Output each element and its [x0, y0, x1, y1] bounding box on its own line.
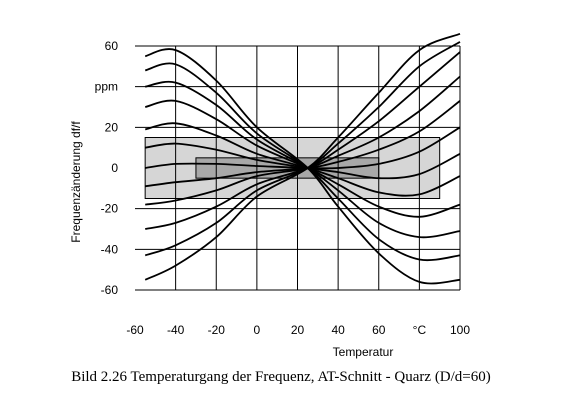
x-tick-label: -60	[126, 323, 144, 337]
x-tick-label: -40	[167, 323, 185, 337]
y-tick-label: 0	[111, 161, 118, 175]
y-tick-label: -40	[101, 242, 119, 256]
x-tick-label: 100	[450, 323, 470, 337]
figure-caption: Bild 2.26 Temperaturgang der Frequenz, A…	[71, 369, 491, 385]
x-tick-label: 60	[372, 323, 386, 337]
y-tick-label: 60	[105, 39, 119, 53]
y-tick-label: -60	[101, 283, 119, 297]
frequency-curves	[144, 32, 461, 285]
y-tick-label: 20	[105, 120, 119, 134]
x-tick-label: -20	[208, 323, 226, 337]
x-axis-label: Temperatur	[333, 345, 394, 359]
x-tick-labels: -60 -40 -20 0 20 40 60 °C 100	[126, 323, 470, 337]
x-tick-label: °C	[413, 323, 427, 337]
y-axis-label: Frequenzänderung df/f	[69, 121, 83, 243]
x-tick-label: 0	[254, 323, 261, 337]
y-tick-label: ppm	[95, 80, 118, 94]
y-tick-label: -20	[101, 202, 119, 216]
y-tick-labels: 60 ppm 20 0 -20 -40 -60	[95, 39, 119, 297]
x-tick-label: 40	[331, 323, 345, 337]
x-tick-label: 20	[291, 323, 305, 337]
curve-12	[144, 32, 461, 281]
